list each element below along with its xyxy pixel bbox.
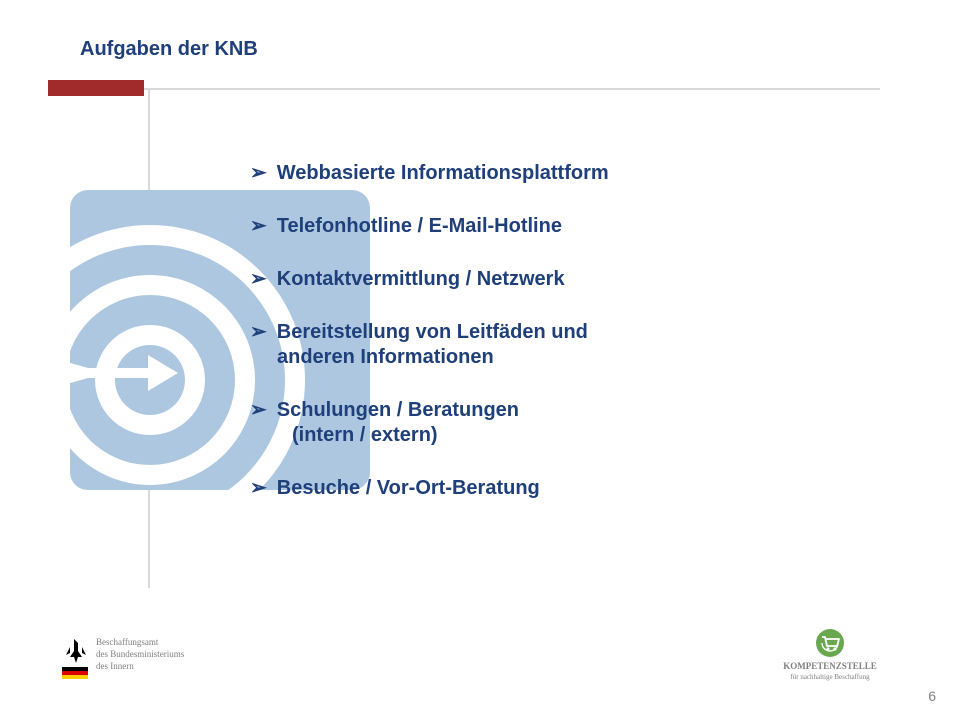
bullet-marker-icon: ➢ (250, 477, 267, 499)
bullet-text: Besuche / Vor-Ort-Beratung (277, 477, 540, 499)
bullet-list: ➢ Webbasierte Informationsplattform ➢ Tele… (250, 160, 870, 528)
bullet-text: Kontaktvermittlung / Netzwerk (277, 268, 565, 290)
bullet-text: Bereitstellung von Leitfäden und (277, 321, 588, 343)
footer-left-line2: des Bundesministeriums (96, 649, 185, 659)
slide-title: Aufgaben der KNB (80, 38, 258, 61)
red-accent-bar (48, 80, 144, 96)
bullet-text: Telefonhotline / E-Mail-Hotline (277, 215, 562, 237)
footer-left-logo: Beschaffungsamt des Bundesministeriums d… (60, 633, 260, 686)
horizontal-rule (80, 88, 880, 90)
footer-right-line2: für nachhaltige Beschaffung (790, 673, 870, 681)
footer-right-logo: KOMPETENZSTELLE für nachhaltige Beschaff… (760, 629, 900, 690)
footer-left-line3: des Innern (96, 661, 134, 671)
bullet-text-line2: anderen Informationen (277, 346, 870, 369)
bullet-item: ➢ Schulungen / Beratungen (intern / exter… (250, 397, 870, 447)
bullet-marker-icon: ➢ (250, 162, 267, 184)
bullet-marker-icon: ➢ (250, 268, 267, 290)
bullet-marker-icon: ➢ (250, 215, 267, 237)
bullet-item: ➢ Webbasierte Informationsplattform (250, 160, 870, 185)
footer-right-line1: KOMPETENZSTELLE (783, 661, 877, 671)
page-number: 6 (928, 688, 936, 704)
bullet-item: ➢ Bereitstellung von Leitfäden und andere… (250, 319, 870, 369)
bullet-item: ➢ Kontaktvermittlung / Netzwerk (250, 266, 870, 291)
bullet-marker-icon: ➢ (250, 321, 267, 343)
slide: Aufgaben der KNB (0, 0, 960, 718)
bullet-item: ➢ Telefonhotline / E-Mail-Hotline (250, 213, 870, 238)
bullet-text-line2: (intern / extern) (292, 424, 870, 447)
bullet-marker-icon: ➢ (250, 399, 267, 421)
bullet-text: Schulungen / Beratungen (277, 399, 519, 421)
bullet-item: ➢ Besuche / Vor-Ort-Beratung (250, 475, 870, 500)
footer-left-line1: Beschaffungsamt (96, 637, 159, 647)
bullet-text: Webbasierte Informationsplattform (277, 162, 609, 184)
